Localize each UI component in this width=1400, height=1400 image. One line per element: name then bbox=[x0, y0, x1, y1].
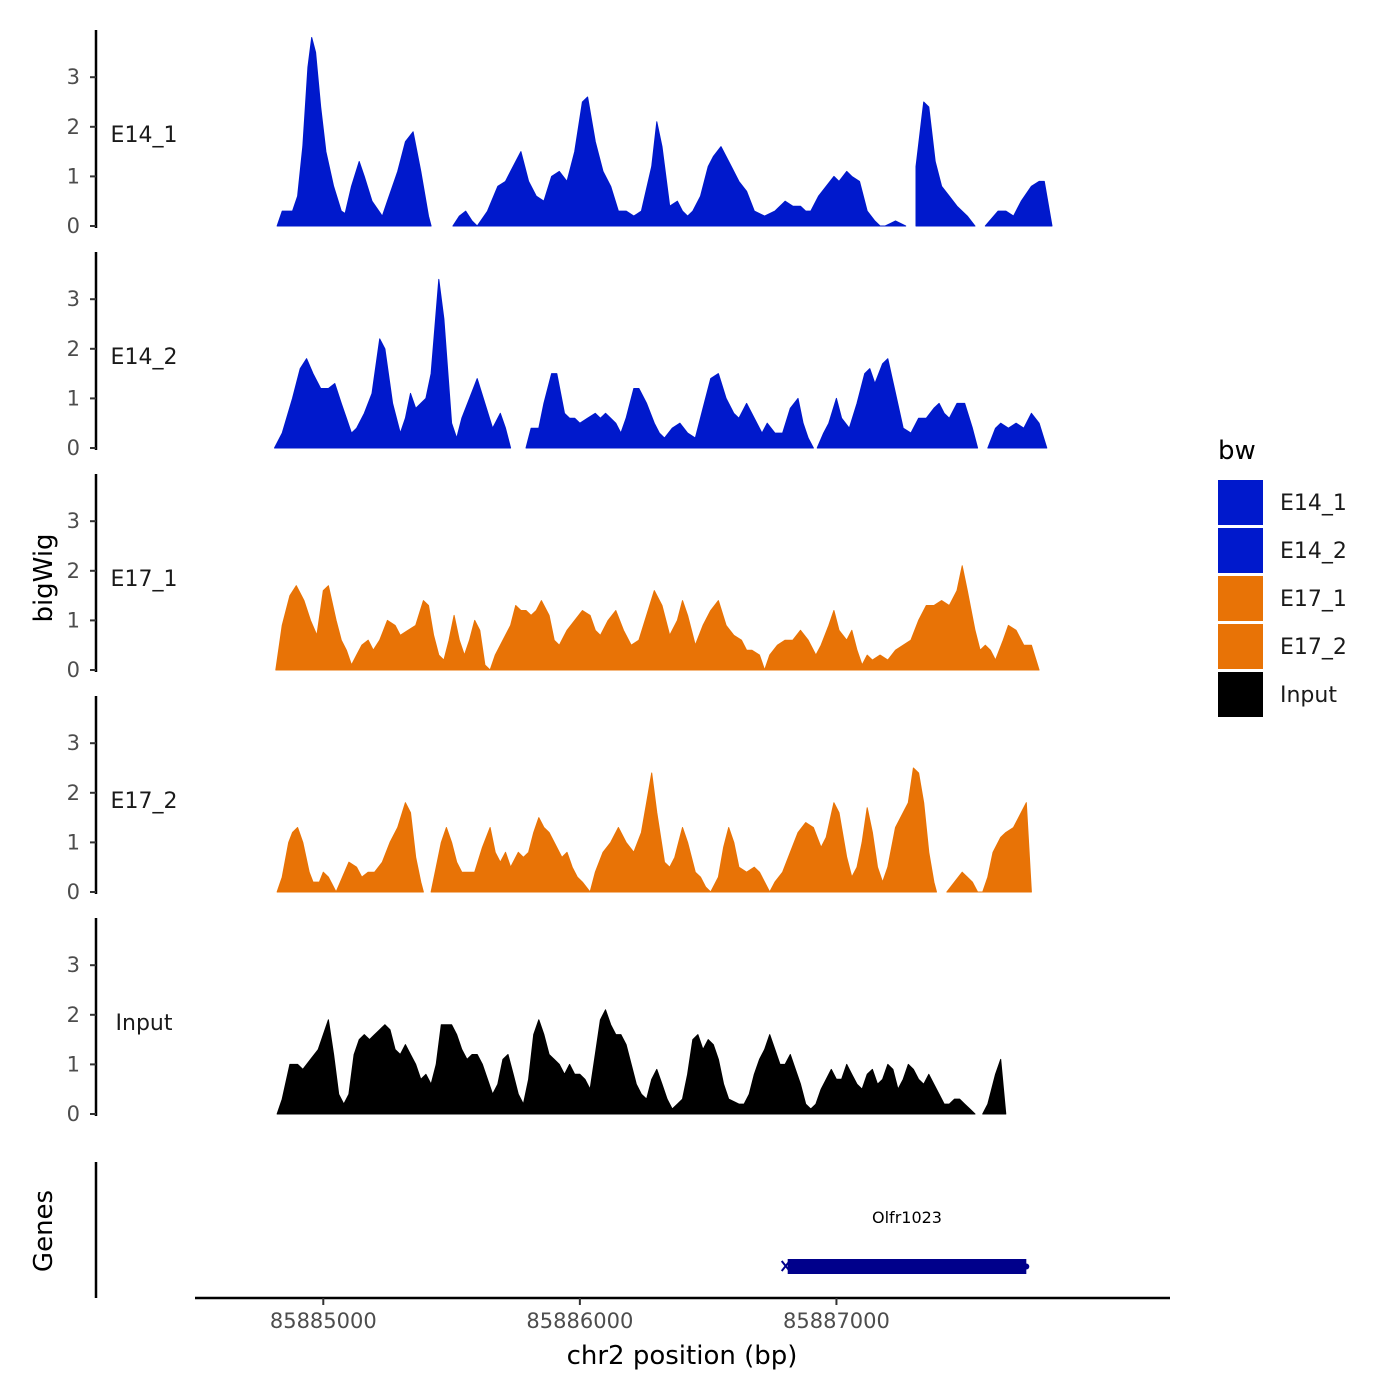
x-axis-title: chr2 position (bp) bbox=[567, 1341, 798, 1371]
gene-end-marker bbox=[1023, 1263, 1030, 1270]
y-tick-label: 3 bbox=[67, 731, 80, 755]
x-tick-label: 85886000 bbox=[526, 1309, 633, 1333]
track-label: E17_1 bbox=[111, 567, 178, 592]
x-axis: 85885000 85886000 85887000 chr2 position (… bbox=[195, 1296, 1170, 1371]
gene-marks: Olfr1023 bbox=[780, 1208, 1030, 1274]
y-tick-label: 3 bbox=[67, 509, 80, 533]
x-tick-label: 85885000 bbox=[270, 1309, 377, 1333]
legend-items: E14_1 E14_2 E17_1 E17_2 Input bbox=[1218, 480, 1347, 717]
track-panel-e14_1: 0 1 2 3 E14_1 bbox=[67, 30, 1053, 238]
y-tick-label: 0 bbox=[67, 436, 80, 460]
area-series-e14_1 bbox=[276, 37, 432, 227]
area-series-e14_2 bbox=[274, 278, 512, 449]
track-panel-e17_2: 0 1 2 3 E17_2 bbox=[67, 696, 1032, 904]
legend-swatch-e14_2 bbox=[1218, 528, 1263, 573]
y-axis-title: bigWig bbox=[29, 533, 59, 622]
y-tick-label: 0 bbox=[67, 1102, 80, 1126]
area-series-input bbox=[982, 1058, 1007, 1115]
track-panel-e17_1: 0 1 2 3 E17_1 bbox=[67, 474, 1040, 682]
area-series-e14_2 bbox=[987, 412, 1048, 449]
track-label: E14_2 bbox=[111, 345, 178, 370]
track-label: E14_1 bbox=[111, 123, 178, 148]
area-series-e14_1 bbox=[915, 101, 976, 227]
y-tick-label: 0 bbox=[67, 658, 80, 682]
legend-swatch-e17_2 bbox=[1218, 624, 1263, 669]
legend-label: E17_1 bbox=[1280, 587, 1347, 612]
area-series-e17_2 bbox=[946, 802, 1032, 893]
legend-swatch-e14_1 bbox=[1218, 480, 1263, 525]
area-series-e17_1 bbox=[275, 565, 1040, 671]
y-tick-label: 2 bbox=[67, 1003, 80, 1027]
legend-label: Input bbox=[1280, 683, 1337, 708]
y-tick-label: 2 bbox=[67, 559, 80, 583]
legend: bw E14_1 E14_2 E17_1 E17_2 Input bbox=[1218, 436, 1347, 717]
gene-start-marker bbox=[780, 1260, 791, 1272]
area-series-e17_2 bbox=[430, 767, 937, 893]
x-axis-ticks: 85885000 85886000 85887000 bbox=[270, 1298, 890, 1333]
y-tick-label: 2 bbox=[67, 115, 80, 139]
legend-title: bw bbox=[1218, 436, 1256, 466]
track-panel-input: 0 1 2 3 Input bbox=[67, 918, 1007, 1126]
legend-swatch-e17_1 bbox=[1218, 576, 1263, 621]
legend-swatch-input bbox=[1218, 672, 1263, 717]
gene-label: Olfr1023 bbox=[872, 1208, 942, 1227]
track-panels: 0 1 2 3 E14_1 0 1 2 3 E14_2 0 1 2 3 E17_1 0 1 2 3 E17_2 0 1 2 3… bbox=[67, 30, 1053, 1126]
y-tick-label: 3 bbox=[67, 953, 80, 977]
y-tick-label: 1 bbox=[67, 386, 80, 410]
genes-axis-title: Genes bbox=[29, 1190, 59, 1272]
y-tick-label: 2 bbox=[67, 337, 80, 361]
area-series-e14_1 bbox=[984, 180, 1053, 227]
genes-panel: Genes Olfr1023 bbox=[29, 1162, 1030, 1298]
x-tick-label: 85887000 bbox=[783, 1309, 890, 1333]
track-label: Input bbox=[116, 1011, 173, 1036]
gene-body bbox=[787, 1259, 1027, 1274]
y-tick-label: 1 bbox=[67, 830, 80, 854]
track-label: E17_2 bbox=[111, 789, 178, 814]
y-tick-label: 2 bbox=[67, 781, 80, 805]
y-tick-label: 3 bbox=[67, 287, 80, 311]
y-tick-label: 1 bbox=[67, 164, 80, 188]
area-series-e14_2 bbox=[525, 373, 814, 449]
y-tick-label: 0 bbox=[67, 214, 80, 238]
y-tick-label: 1 bbox=[67, 608, 80, 632]
area-series-e17_2 bbox=[276, 802, 424, 893]
y-tick-label: 0 bbox=[67, 880, 80, 904]
area-series-input bbox=[276, 1009, 976, 1115]
y-tick-label: 1 bbox=[67, 1052, 80, 1076]
legend-label: E14_1 bbox=[1280, 491, 1347, 516]
area-series-e14_1 bbox=[452, 96, 907, 227]
area-series-e14_2 bbox=[816, 358, 979, 449]
track-panel-e14_2: 0 1 2 3 E14_2 bbox=[67, 252, 1048, 460]
y-tick-label: 3 bbox=[67, 65, 80, 89]
legend-label: E17_2 bbox=[1280, 635, 1347, 660]
legend-label: E14_2 bbox=[1280, 539, 1347, 564]
